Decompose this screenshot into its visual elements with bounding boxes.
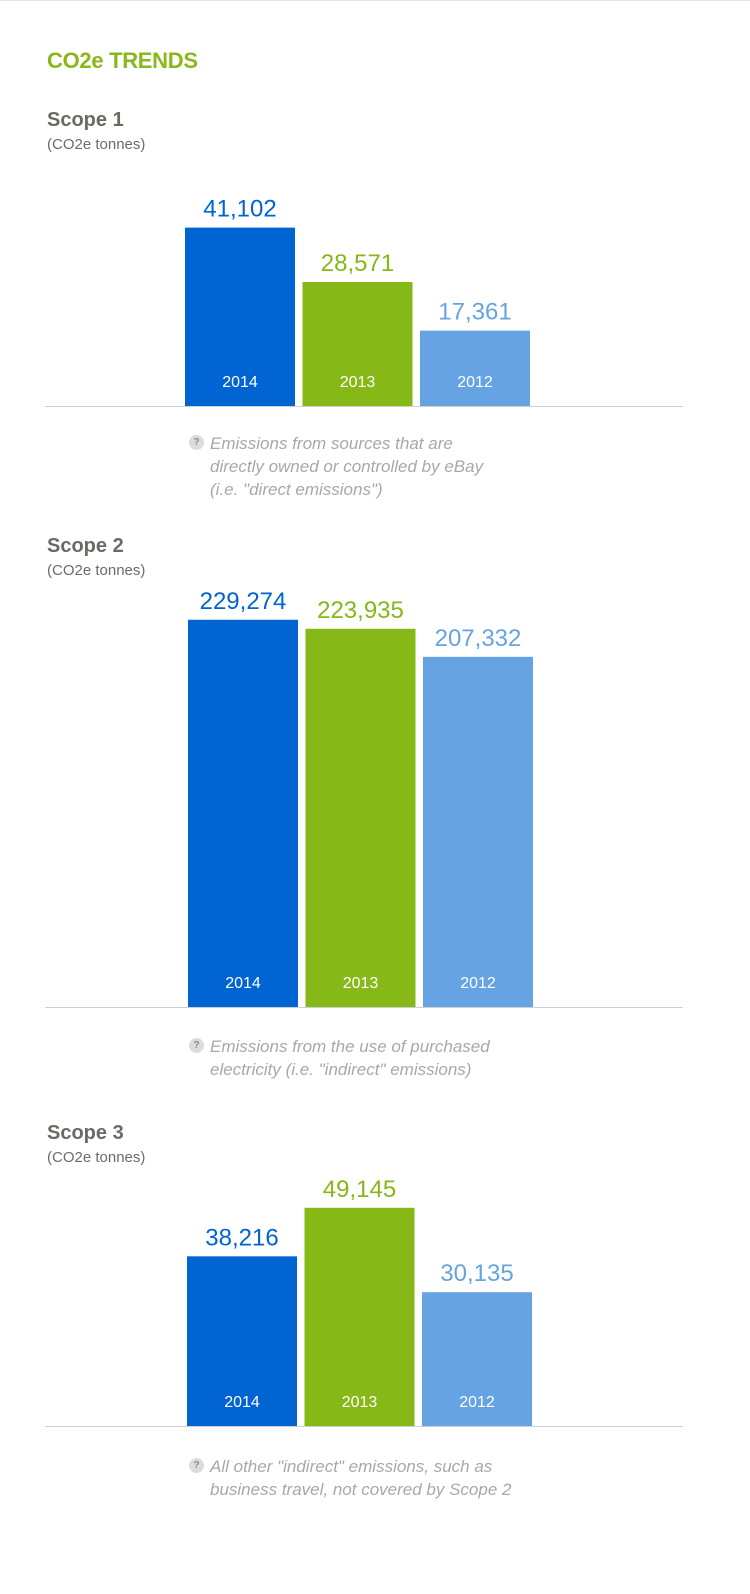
scope-1-chart: Scope 1 (CO2e tonnes) 41,102 2014 28,571 20… [0, 109, 750, 509]
question-icon: ? [189, 1458, 204, 1473]
value-label-2014: 229,274 [200, 588, 287, 615]
chart-subtitle: (CO2e tonnes) [47, 1149, 146, 1166]
chart-footnote: ? Emissions from sources that are direct… [189, 432, 569, 501]
bar-chart: 229,274 2014 223,935 2013 207,332 2012 [45, 588, 683, 1008]
bar-2013 [304, 1207, 415, 1426]
bar-2014 [188, 619, 298, 1007]
chart-footnote: ? Emissions from the use of purchased el… [189, 1035, 569, 1081]
category-label-2012: 2012 [459, 1394, 495, 1411]
value-label-2012: 207,332 [435, 625, 522, 652]
category-label-2012: 2012 [460, 975, 496, 992]
bar-2012 [420, 330, 530, 406]
bar-2014 [185, 227, 295, 406]
chart-subtitle: (CO2e tonnes) [47, 562, 146, 579]
category-label-2013: 2013 [343, 975, 379, 992]
footnote-text: Emissions from the use of purchased elec… [210, 1037, 490, 1079]
value-label-2013: 223,935 [317, 597, 404, 624]
footnote-text: All other "indirect" emissions, such as … [210, 1457, 512, 1499]
chart-footnote: ? All other "indirect" emissions, such a… [189, 1455, 569, 1501]
category-label-2013: 2013 [340, 374, 376, 391]
category-label-2013: 2013 [342, 1394, 378, 1411]
value-label-2014: 41,102 [203, 196, 276, 223]
chart-title: Scope 2 [47, 535, 124, 557]
scope-2-chart: Scope 2 (CO2e tonnes) 229,274 2014 223,935… [0, 535, 750, 1095]
bar-2014 [187, 1256, 297, 1426]
category-label-2014: 2014 [224, 1394, 260, 1411]
bar-chart: 41,102 2014 28,571 2013 17,361 2012 [45, 196, 683, 407]
bar-2013 [305, 628, 416, 1007]
category-label-2014: 2014 [222, 374, 258, 391]
chart-title: Scope 1 [47, 109, 124, 131]
bar-chart: 38,216 2014 49,145 2013 30,135 2012 [45, 1176, 683, 1427]
scope-3-chart: Scope 3 (CO2e tonnes) 38,216 2014 49,145 20… [0, 1122, 750, 1522]
chart-subtitle: (CO2e tonnes) [47, 136, 146, 153]
category-label-2012: 2012 [457, 374, 493, 391]
top-divider [0, 0, 750, 1]
category-label-2014: 2014 [225, 975, 261, 992]
value-label-2013: 49,145 [323, 1176, 396, 1203]
question-icon: ? [189, 435, 204, 450]
chart-title: Scope 3 [47, 1122, 124, 1144]
bar-2012 [423, 656, 533, 1007]
question-icon: ? [189, 1038, 204, 1053]
value-label-2012: 17,361 [438, 299, 511, 326]
page-title: CO2e TRENDS [47, 48, 198, 73]
value-label-2014: 38,216 [205, 1224, 278, 1251]
value-label-2013: 28,571 [321, 250, 394, 277]
bar-2013 [302, 282, 413, 406]
bar-2012 [422, 1292, 532, 1426]
value-label-2012: 30,135 [440, 1260, 513, 1287]
footnote-text: Emissions from sources that are directly… [210, 434, 484, 499]
